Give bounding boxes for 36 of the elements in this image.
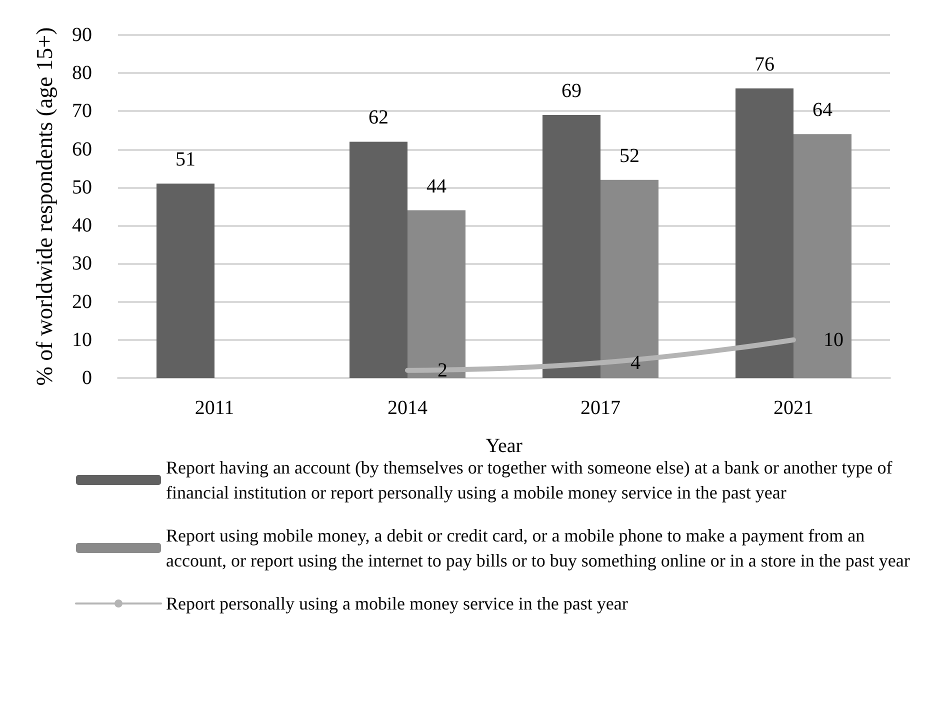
data-label: 4 [630,352,640,374]
y-tick-label: 60 [72,138,92,160]
data-label: 64 [812,99,832,122]
y-tick-label: 90 [72,24,92,46]
bar [542,115,600,378]
x-tick-label: 2017 [580,397,620,419]
bar [600,180,658,378]
data-label: 10 [824,328,844,351]
x-tick-label: 2011 [194,397,234,419]
x-axis-title: Year [486,435,523,457]
data-label: 52 [620,144,640,167]
bar [156,184,214,378]
data-label: 69 [562,80,582,102]
y-tick-label: 40 [72,214,92,237]
x-tick-label: 2021 [774,397,814,419]
legend-label: Report having an account (by themselves or together with someone else) at a bank or another type of financial institution or report personally using a mobile money service in the past year [166,458,897,502]
y-tick-label: 20 [72,290,92,313]
bar [408,210,466,378]
x-tick-label: 2014 [388,397,428,419]
bar [794,134,852,378]
data-label: 76 [754,53,774,76]
bar [736,88,794,378]
y-tick-label: 80 [72,62,92,84]
y-tick-label: 30 [72,252,92,275]
y-tick-label: 10 [72,328,92,351]
data-label: 2 [438,359,448,382]
y-tick-label: 70 [72,100,92,122]
y-axis-title: % of worldwide respondents (age 15+) [32,27,57,386]
bar [350,142,408,378]
data-label: 51 [176,148,196,171]
data-label: 44 [426,175,446,198]
legend-label: Report using mobile money, a debit or credit card, or a mobile phone to make a payment from an account, or report using the internet to pay bills or to buy something online or in a store in the past year [166,526,910,570]
y-tick-label: 50 [72,176,92,198]
y-tick-label: 0 [82,367,92,389]
data-label: 62 [368,106,388,129]
legend-label: Report personally using a mobile money service in the past year [166,594,628,614]
